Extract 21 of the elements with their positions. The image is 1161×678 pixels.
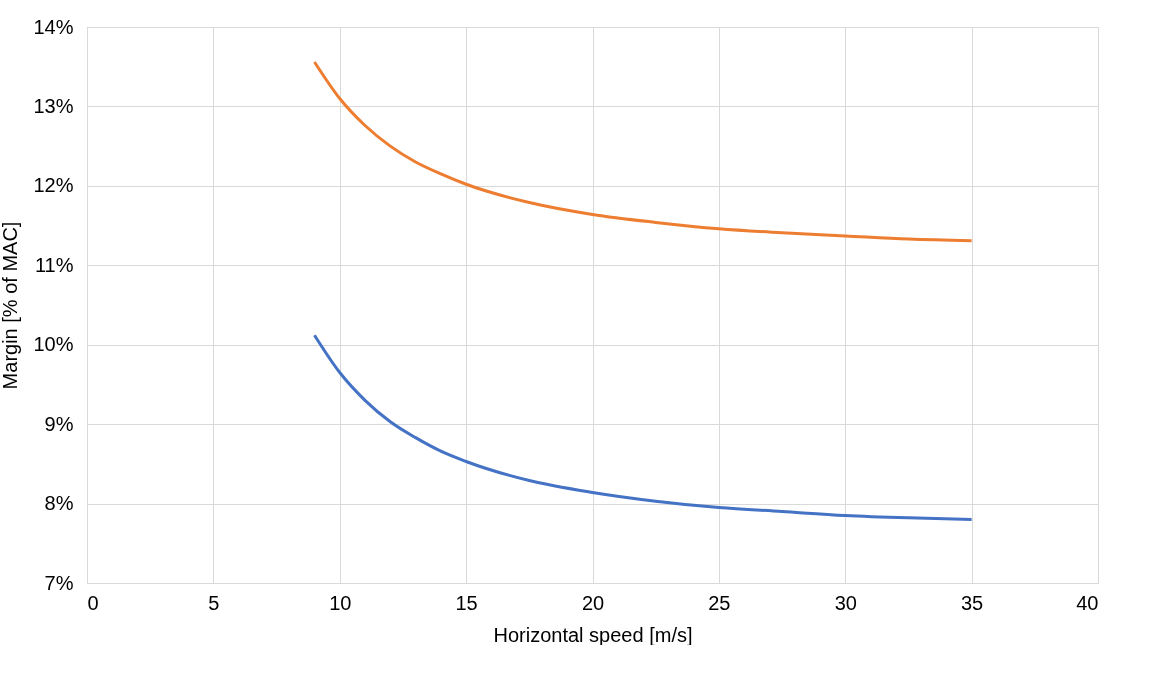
y-tick-label: 7% [44,571,74,594]
line-series [312,333,974,521]
y-tick-label: 14% [33,15,74,38]
x-tick-label: 20 [581,591,605,614]
x-axis-title: Horizontal speed [m/s] [493,623,693,646]
y-tick-label: 11% [34,253,74,276]
x-tick-label: 0 [87,591,99,614]
y-tick-label: 13% [33,94,74,117]
x-tick-label: 25 [708,591,731,614]
x-tick-label: 40 [1076,591,1099,614]
y-tick-label: 12% [33,174,74,197]
x-tick-label: 15 [455,591,478,614]
y-tick-label: 8% [44,492,74,515]
x-tick-label: 35 [961,591,984,614]
y-axis-title: Margin [% of MAC] [0,221,22,390]
x-tick-label: 5 [208,591,220,614]
line-series [312,60,974,243]
x-tick-label: 30 [834,591,857,614]
y-tick-label: 10% [33,333,74,356]
y-tick-label: 9% [44,412,74,435]
x-tick-label: 10 [329,591,352,614]
